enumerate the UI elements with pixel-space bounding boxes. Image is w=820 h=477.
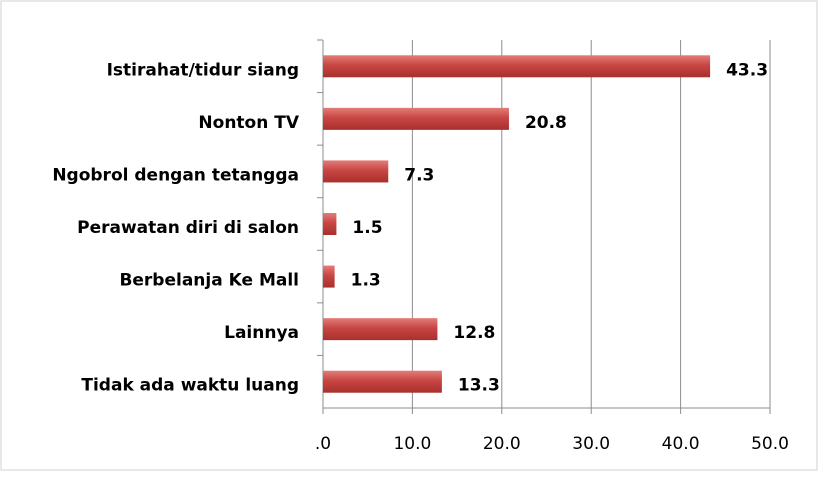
x-tick-label: .0 <box>315 434 331 454</box>
value-label: 7.3 <box>404 165 434 185</box>
bar <box>323 160 389 183</box>
value-label: 1.3 <box>351 271 381 291</box>
y-tick-label: Berbelanja Ke Mall <box>119 271 299 291</box>
bar <box>323 370 442 393</box>
value-label: 43.3 <box>726 60 768 80</box>
bar <box>323 55 711 78</box>
value-label: 13.3 <box>458 376 500 396</box>
bar <box>323 213 337 235</box>
x-tick-label: 50.0 <box>751 434 789 454</box>
y-tick-label: Tidak ada waktu luang <box>81 376 299 396</box>
y-tick-label: Nonton TV <box>198 113 299 133</box>
value-label: 12.8 <box>453 323 495 343</box>
y-tick-label: Istirahat/tidur siang <box>107 60 299 80</box>
x-tick-label: 10.0 <box>393 434 431 454</box>
bar <box>323 265 335 288</box>
value-label: 1.5 <box>352 218 382 238</box>
bar <box>323 318 438 341</box>
value-label: 20.8 <box>525 113 567 133</box>
y-tick-label: Perawatan diri di salon <box>77 218 299 238</box>
x-tick-label: 30.0 <box>572 434 610 454</box>
y-tick-label: Lainnya <box>224 323 299 343</box>
x-tick-label: 40.0 <box>662 434 700 454</box>
bar <box>323 107 509 130</box>
x-tick-label: 20.0 <box>483 434 521 454</box>
y-tick-label: Ngobrol dengan tetangga <box>52 165 299 185</box>
